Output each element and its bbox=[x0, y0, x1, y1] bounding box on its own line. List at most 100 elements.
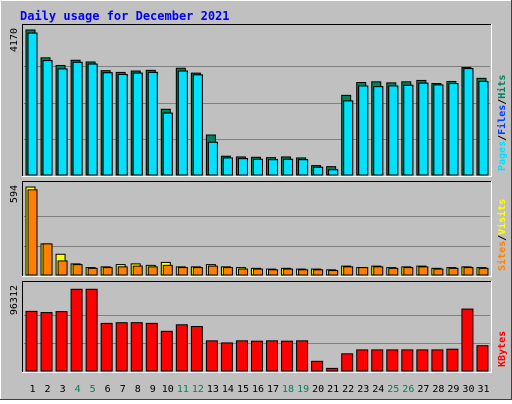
bar-pages bbox=[388, 85, 399, 176]
bar-pages bbox=[418, 82, 429, 176]
x-tick-label: 15 bbox=[237, 384, 249, 395]
x-tick-label: 3 bbox=[60, 384, 66, 395]
x-tick-label: 2 bbox=[45, 384, 51, 395]
bar-sites bbox=[132, 265, 143, 276]
bar-sites bbox=[283, 268, 294, 276]
bar-pages bbox=[192, 74, 203, 176]
bar-pages bbox=[478, 80, 489, 176]
x-tick-label: 6 bbox=[105, 384, 111, 395]
x-tick-label: 8 bbox=[135, 384, 141, 395]
x-tick-label: 21 bbox=[327, 384, 339, 395]
x-tick-label: 24 bbox=[372, 384, 384, 395]
bar-kbytes bbox=[160, 330, 173, 372]
bar-sites bbox=[388, 267, 399, 276]
bar-sites bbox=[358, 267, 369, 276]
bar-sites bbox=[42, 243, 53, 276]
bar-kbytes bbox=[85, 288, 98, 372]
bar-sites bbox=[343, 266, 354, 276]
bar-sites bbox=[448, 267, 459, 276]
bar-sites bbox=[87, 267, 98, 276]
bar-sites bbox=[27, 189, 38, 276]
bar-pages bbox=[117, 74, 128, 176]
x-tick-label: 20 bbox=[312, 384, 324, 395]
legend-separator: / bbox=[497, 235, 508, 241]
bar-pages bbox=[42, 60, 53, 176]
x-tick-label: 14 bbox=[222, 384, 234, 395]
bar-sites bbox=[57, 260, 68, 276]
bar-pages bbox=[343, 100, 354, 176]
bar-kbytes bbox=[190, 326, 203, 372]
bar-sites bbox=[207, 265, 218, 276]
panel-area bbox=[22, 24, 492, 177]
bar-pages bbox=[222, 157, 233, 176]
y-axis-max-label: 594 bbox=[9, 185, 20, 203]
bar-sites bbox=[162, 264, 173, 276]
y-axis-max-label: 4170 bbox=[9, 28, 20, 52]
legend-visits_sites: Sites/Visits bbox=[496, 199, 508, 271]
x-tick-label: 1 bbox=[30, 384, 36, 395]
bar-kbytes bbox=[311, 360, 324, 372]
bar-pages bbox=[268, 159, 279, 176]
x-tick-label: 27 bbox=[417, 384, 429, 395]
bar-sites bbox=[418, 266, 429, 276]
legend-hits_files_pages: Pages/Files/Hits bbox=[496, 75, 508, 171]
x-tick-label: 30 bbox=[462, 384, 474, 395]
legend-separator: / bbox=[497, 135, 508, 141]
bar-pages bbox=[313, 166, 324, 176]
bar-sites bbox=[252, 268, 263, 276]
bar-sites bbox=[147, 266, 158, 276]
bar-kbytes bbox=[130, 322, 143, 372]
bar-kbytes bbox=[476, 345, 489, 372]
x-tick-label: 28 bbox=[432, 384, 444, 395]
legend-item-visits: Visits bbox=[496, 199, 508, 235]
bar-kbytes bbox=[356, 349, 369, 372]
bar-pages bbox=[147, 71, 158, 176]
bar-sites bbox=[102, 267, 113, 276]
x-tick-label: 23 bbox=[357, 384, 369, 395]
bar-kbytes bbox=[326, 367, 339, 372]
panel-hits_files_pages: 4170 Pages/Files/Hits bbox=[9, 24, 508, 177]
bar-kbytes bbox=[296, 340, 309, 372]
bar-kbytes bbox=[281, 340, 294, 372]
panel-visits_sites: 594 Sites/Visits bbox=[9, 181, 508, 277]
x-tick-label: 18 bbox=[282, 384, 294, 395]
bar-pages bbox=[373, 86, 384, 176]
bar-pages bbox=[102, 72, 113, 176]
bar-pages bbox=[403, 84, 414, 176]
x-tick-label: 16 bbox=[252, 384, 264, 395]
bar-sites bbox=[403, 267, 414, 276]
x-tick-label: 29 bbox=[447, 384, 459, 395]
bar-pages bbox=[328, 169, 339, 176]
bar-pages bbox=[207, 141, 218, 176]
bar-pages bbox=[433, 84, 444, 176]
bar-kbytes bbox=[205, 340, 218, 372]
bar-kbytes bbox=[401, 349, 414, 372]
legend-item-kbytes: KBytes bbox=[497, 331, 508, 367]
bar-kbytes bbox=[115, 322, 128, 372]
x-tick-label: 4 bbox=[75, 384, 81, 395]
chart-title: Daily usage for December 2021 bbox=[20, 9, 230, 23]
bar-pages bbox=[448, 83, 459, 176]
x-tick-label: 19 bbox=[297, 384, 309, 395]
bar-sites bbox=[463, 267, 474, 276]
x-axis-labels: 1 2 3 4 5 6 7 8 9 10 11 12 13 14 15 16 17 18 19 20 21 22 23 24 2… bbox=[30, 384, 490, 395]
bar-sites bbox=[373, 266, 384, 276]
bar-sites bbox=[117, 266, 128, 276]
bar-pages bbox=[252, 158, 263, 176]
bar-kbytes bbox=[235, 340, 248, 372]
bar-pages bbox=[87, 63, 98, 176]
bar-kbytes bbox=[100, 322, 113, 372]
legend-kbytes: KBytes bbox=[497, 331, 508, 367]
x-tick-label: 5 bbox=[90, 384, 96, 395]
bar-sites bbox=[222, 267, 233, 276]
bar-sites bbox=[478, 267, 489, 276]
bar-sites bbox=[298, 269, 309, 276]
bar-sites bbox=[177, 267, 188, 276]
bar-kbytes bbox=[220, 342, 233, 372]
bar-sites bbox=[268, 269, 279, 276]
bar-kbytes bbox=[40, 312, 53, 372]
bar-sites bbox=[328, 270, 339, 276]
bar-kbytes bbox=[55, 311, 68, 372]
legend-separator: / bbox=[497, 99, 508, 105]
